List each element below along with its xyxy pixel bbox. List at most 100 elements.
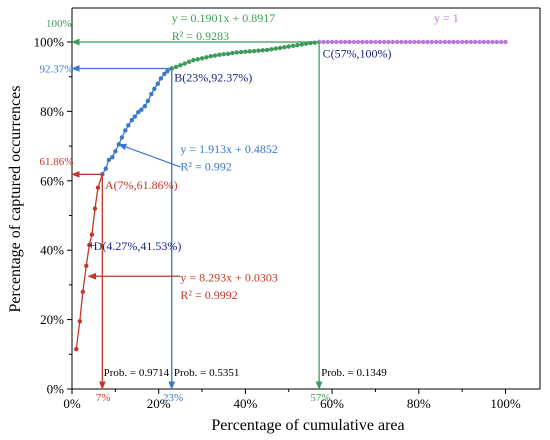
purple-segment-point xyxy=(477,39,482,45)
arrow-group xyxy=(71,38,323,390)
green-segment-point xyxy=(299,42,304,47)
red-segment-point xyxy=(95,185,101,190)
purple-segment-point xyxy=(329,39,335,45)
purple-segment-point xyxy=(364,39,369,45)
green-segment-point xyxy=(221,51,226,57)
y-tick-label: 0% xyxy=(47,382,65,397)
annotation-label: 92.37% xyxy=(39,64,73,76)
purple-segment-point xyxy=(468,39,474,45)
purple-segment-point xyxy=(360,39,365,45)
green-segment-point xyxy=(178,63,183,68)
annotation-label: 57% xyxy=(310,392,330,404)
green-segment-point xyxy=(225,51,231,56)
purple-segment-point xyxy=(403,39,408,45)
purple-segment-point xyxy=(386,39,391,45)
red-segment-point xyxy=(74,346,79,352)
green-segment-point xyxy=(182,61,187,66)
annotation-label: + xyxy=(88,239,96,254)
annotation-label: y = 0.1901x + 0.8917 xyxy=(172,11,276,25)
annotation-label: y = 8.293x + 0.0303 xyxy=(180,270,278,284)
axes xyxy=(71,7,541,390)
blue-segment-point xyxy=(129,117,135,123)
blue-segment-point xyxy=(136,109,141,115)
purple-segment-point xyxy=(394,39,400,45)
annotation-label: A(7%,61.86%) xyxy=(105,178,178,192)
green-segment-point xyxy=(247,49,252,54)
blue-segment-point xyxy=(158,76,164,81)
blue-segment-point xyxy=(142,103,148,109)
purple-segment-point xyxy=(368,39,374,45)
green-segment-point xyxy=(243,49,248,54)
purple-segment-point xyxy=(446,39,452,45)
purple-segment-point xyxy=(503,39,508,45)
blue-segment-point xyxy=(126,123,131,128)
green-segment-point xyxy=(173,64,179,70)
green-segment-point xyxy=(208,54,213,59)
y-tick-label: 80% xyxy=(40,104,64,119)
y-tick-label: 100% xyxy=(34,35,65,50)
x-tick-label: 80% xyxy=(407,396,431,411)
purple-segment-point xyxy=(459,39,465,45)
green-segment-point xyxy=(295,42,300,48)
blue-segment-point xyxy=(155,81,161,86)
blue-segment-point xyxy=(139,107,144,112)
green-segment-point xyxy=(199,56,205,61)
green-segment-point xyxy=(212,53,218,58)
purple-segment-point xyxy=(429,39,435,45)
blue-segment-point xyxy=(119,135,125,140)
annotation-label: C(57%,100%) xyxy=(323,46,392,60)
annotation-label: D(4.27%,41.53%) xyxy=(94,239,182,253)
annotation-label: B(23%,92.37%) xyxy=(174,71,252,85)
y-tick-group: 0% 20% 40% 60% 80% 100% xyxy=(34,35,72,397)
purple-segment-point xyxy=(416,39,421,45)
green-segment-point xyxy=(286,44,291,49)
purple-segment-point xyxy=(485,39,491,45)
x-tick-label: 20% xyxy=(147,396,171,411)
red-segment-point xyxy=(92,206,98,211)
blue-segment-point xyxy=(123,128,128,133)
green-segment-point xyxy=(217,52,222,58)
x-tick-label: 100% xyxy=(490,396,521,411)
data-point-group xyxy=(74,39,508,352)
annotation-label: Prob. = 0.5351 xyxy=(174,367,239,379)
annotation-group: A(7%,61.86%) B(23%,92.37%) C(57%,100%) D(4.… xyxy=(39,11,458,404)
purple-segment-point xyxy=(490,39,495,45)
green-segment-point xyxy=(204,55,209,60)
blue-segment-point xyxy=(162,71,167,77)
purple-segment-point xyxy=(425,39,430,45)
purple-segment-point xyxy=(355,39,361,45)
purple-segment-point xyxy=(381,39,387,45)
green-segment-point xyxy=(238,49,244,55)
annotation-label: 100% xyxy=(46,18,72,30)
green-segment-point xyxy=(303,41,309,46)
blue-segment-point xyxy=(165,68,170,74)
x-axis-title: Percentage of cumulative area xyxy=(211,417,404,434)
blue-segment-point xyxy=(145,98,151,104)
green-segment-point xyxy=(230,50,235,56)
green-segment-point xyxy=(256,48,261,53)
blue-segment-point xyxy=(106,157,112,163)
reference-line-group xyxy=(72,41,320,389)
green-segment-point xyxy=(260,48,265,53)
red-segment-point xyxy=(89,232,95,237)
blue-segment-point xyxy=(103,166,109,171)
blue-segment-point xyxy=(113,149,118,154)
y-tick-label: 40% xyxy=(40,243,64,258)
green-segment-point xyxy=(264,47,270,53)
y-tick-label: 20% xyxy=(40,312,64,327)
purple-segment-point xyxy=(498,39,504,45)
red-segment-point xyxy=(87,242,92,248)
purple-segment-point xyxy=(481,39,487,45)
purple-segment-point xyxy=(442,39,448,45)
blue-segment-point xyxy=(149,91,154,97)
purple-segment-point xyxy=(433,39,439,45)
purple-segment-point xyxy=(420,39,426,45)
purple-segment-point xyxy=(464,39,469,45)
annotation-label: y = 1 xyxy=(434,11,459,25)
green-segment-point xyxy=(277,45,283,51)
purple-segment-point xyxy=(494,39,500,45)
red-segment-point xyxy=(80,289,86,295)
x-tick-label: 60% xyxy=(320,396,344,411)
purple-segment-point xyxy=(347,39,352,45)
